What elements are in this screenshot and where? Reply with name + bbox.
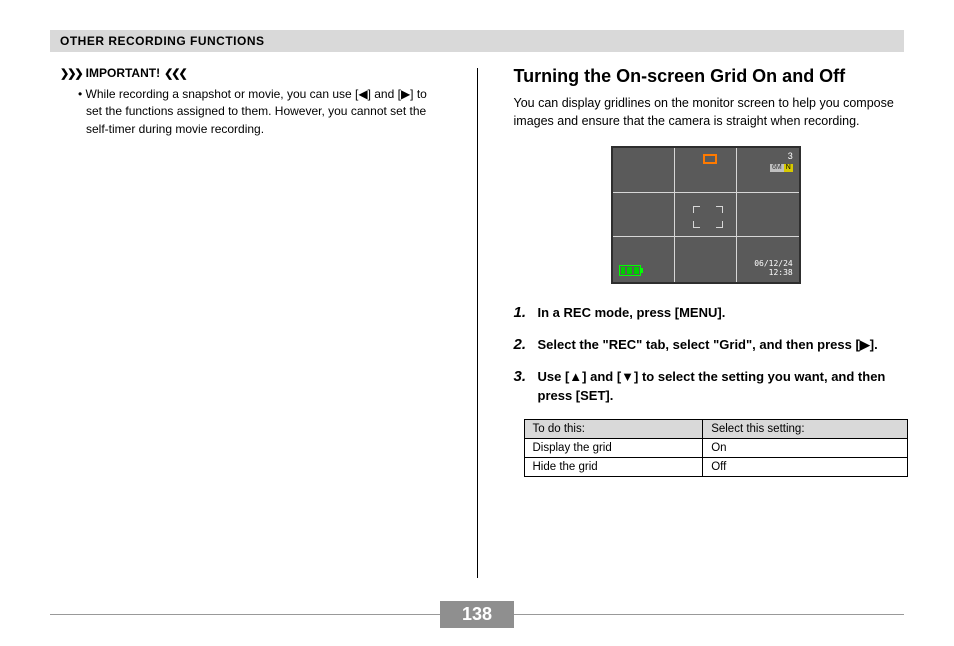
step-text: Use [▲] and [▼] to select the setting yo…	[538, 368, 899, 404]
screen-datetime: 06/12/24 12:38	[754, 260, 793, 278]
step-item: 1. In a REC mode, press [MENU].	[514, 304, 899, 322]
step-number: 3.	[514, 368, 530, 404]
page-number: 138	[440, 601, 514, 628]
table-header-row: To do this: Select this setting:	[524, 419, 908, 438]
important-label: IMPORTANT!	[86, 66, 160, 80]
screen-illustration-wrap: 3 6MN 06/12/24 12:38	[514, 146, 899, 284]
page-content: OTHER RECORDING FUNCTIONS ❯❯❯ IMPORTANT!…	[0, 0, 954, 578]
step-number: 1.	[514, 304, 530, 322]
step-text: Select the "REC" tab, select "Grid", and…	[538, 336, 878, 354]
section-header: OTHER RECORDING FUNCTIONS	[50, 30, 904, 52]
battery-icon	[619, 265, 641, 276]
page-footer: 138	[50, 601, 904, 628]
image-size-badge: 6M	[770, 164, 784, 172]
right-column: Turning the On-screen Grid On and Off Yo…	[508, 66, 905, 578]
important-callout: ❯❯❯ IMPORTANT! ❮❮❮	[56, 66, 441, 80]
table-row: Display the grid On	[524, 438, 908, 457]
topic-heading: Turning the On-screen Grid On and Off	[514, 66, 899, 87]
arrow-left-icon: ❮❮❮	[164, 67, 186, 80]
two-column-layout: ❯❯❯ IMPORTANT! ❮❮❮ • While recording a s…	[50, 66, 904, 578]
table-cell: On	[703, 438, 908, 457]
arrow-right-icon: ❯❯❯	[60, 67, 82, 80]
footer-rule-left	[50, 614, 440, 615]
camera-screen-illustration: 3 6MN 06/12/24 12:38	[611, 146, 801, 284]
table-row: Hide the grid Off	[524, 457, 908, 476]
footer-rule-right	[514, 614, 904, 615]
table-cell: Display the grid	[524, 438, 703, 457]
step-item: 2. Select the "REC" tab, select "Grid", …	[514, 336, 899, 354]
step-number: 2.	[514, 336, 530, 354]
important-bullet: • While recording a snapshot or movie, y…	[56, 86, 441, 138]
step-item: 3. Use [▲] and [▼] to select the setting…	[514, 368, 899, 404]
table-cell: Off	[703, 457, 908, 476]
table-header-cell: Select this setting:	[703, 419, 908, 438]
screen-time: 12:38	[754, 269, 793, 278]
table-header-cell: To do this:	[524, 419, 703, 438]
screen-top-right-info: 3 6MN	[770, 152, 793, 172]
left-column: ❯❯❯ IMPORTANT! ❮❮❮ • While recording a s…	[50, 66, 447, 578]
topic-intro: You can display gridlines on the monitor…	[514, 95, 899, 130]
quality-badge: N	[784, 164, 793, 172]
column-divider	[477, 68, 478, 578]
settings-table: To do this: Select this setting: Display…	[524, 419, 909, 477]
center-focus-brackets-icon	[693, 206, 723, 228]
step-text: In a REC mode, press [MENU].	[538, 304, 726, 322]
table-cell: Hide the grid	[524, 457, 703, 476]
important-text: While recording a snapshot or movie, you…	[86, 87, 427, 136]
focus-box-icon	[703, 154, 717, 164]
shots-remaining: 3	[770, 152, 793, 162]
steps-list: 1. In a REC mode, press [MENU]. 2. Selec…	[514, 304, 899, 405]
